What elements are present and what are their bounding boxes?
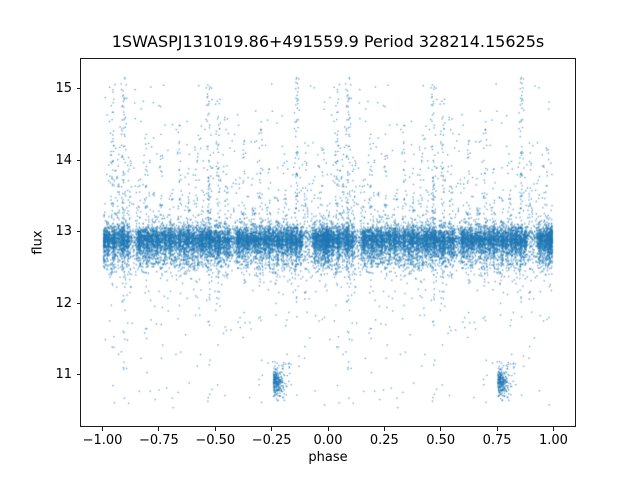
x-tick-label: 0.75	[482, 432, 512, 448]
y-tick-mark	[76, 159, 80, 161]
scatter-points-canvas	[81, 58, 575, 427]
x-tick-mark	[158, 427, 160, 431]
x-tick-label: −0.25	[251, 432, 292, 448]
y-tick-mark	[76, 231, 80, 233]
x-tick-mark	[271, 427, 273, 431]
x-tick-mark	[552, 427, 554, 431]
x-tick-label: −1.00	[82, 432, 123, 448]
x-tick-label: 1.00	[538, 432, 568, 448]
x-tick-label: 0.25	[369, 432, 399, 448]
y-tick-mark	[76, 88, 80, 90]
y-tick-label: 11	[55, 367, 72, 383]
chart-title: 1SWASPJ131019.86+491559.9 Period 328214.…	[111, 32, 545, 51]
plot-area	[80, 57, 576, 428]
x-tick-label: −0.50	[195, 432, 236, 448]
x-tick-label: 0.00	[313, 432, 343, 448]
x-axis-label: phase	[308, 450, 348, 465]
x-tick-mark	[214, 427, 216, 431]
x-tick-mark	[327, 427, 329, 431]
x-tick-mark	[496, 427, 498, 431]
x-tick-mark	[440, 427, 442, 431]
x-tick-mark	[383, 427, 385, 431]
y-tick-label: 14	[55, 152, 72, 168]
x-tick-label: −0.75	[138, 432, 179, 448]
x-tick-label: 0.50	[426, 432, 456, 448]
y-tick-mark	[76, 302, 80, 304]
x-tick-mark	[102, 427, 104, 431]
y-axis-label: flux	[30, 229, 46, 255]
y-tick-mark	[76, 374, 80, 376]
y-tick-label: 13	[55, 224, 72, 240]
y-tick-label: 12	[55, 295, 72, 311]
y-tick-label: 15	[55, 81, 72, 97]
